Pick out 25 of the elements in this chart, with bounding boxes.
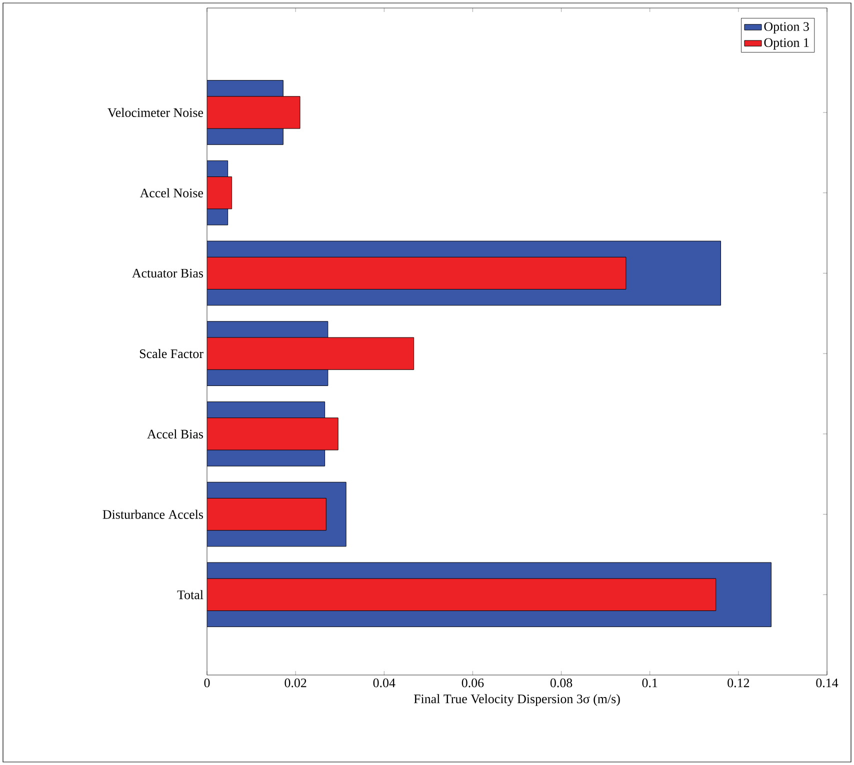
y-tick-label: Accel Bias [147, 429, 204, 438]
x-tick-label: 0.02 [284, 678, 306, 688]
legend-label: Option 1 [764, 38, 809, 50]
bar [207, 498, 326, 531]
y-tick-label: Accel Noise [140, 188, 204, 198]
x-tick-label: 0 [204, 678, 210, 688]
y-tick-label: Actuator Bias [132, 268, 204, 278]
bar [207, 578, 716, 611]
bar [207, 337, 414, 370]
y-tick-label: Velocimeter Noise [108, 108, 204, 118]
legend-label: Option 3 [764, 22, 809, 34]
bar [207, 96, 300, 129]
x-tick-label: 0.08 [550, 678, 572, 688]
x-tick-label: 0.06 [462, 678, 484, 688]
bar [207, 418, 338, 450]
bar [207, 256, 626, 290]
x-tick-label: 0.14 [816, 678, 838, 688]
x-tick-label: 0.04 [373, 678, 396, 688]
y-tick-label: Total [177, 590, 204, 600]
y-tick-label: Scale Factor [140, 349, 204, 358]
x-tick-label: 0.12 [728, 678, 750, 688]
x-tick-label: 0.1 [642, 678, 658, 688]
y-tick-label: Disturbance Accels [102, 510, 204, 519]
x-axis-title: Final True Velocity Dispersion 3σ (m/s) [414, 694, 620, 706]
bar [207, 176, 232, 210]
